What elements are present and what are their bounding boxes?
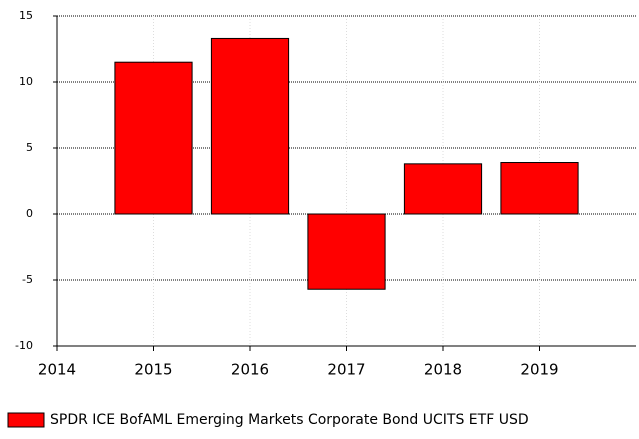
y-tick-label: 15 xyxy=(19,9,33,22)
bar xyxy=(500,162,579,215)
x-tick-label: 2018 xyxy=(424,361,462,379)
x-tick-label: 2015 xyxy=(134,361,172,379)
x-tick-label: 2016 xyxy=(231,361,269,379)
bar xyxy=(114,61,193,215)
bar xyxy=(403,163,483,215)
bar xyxy=(210,37,290,215)
x-tick-label: 2017 xyxy=(327,361,365,379)
x-tick-label: 2019 xyxy=(520,361,558,379)
y-tick-label: -5 xyxy=(22,273,33,286)
y-tick-label: -10 xyxy=(15,339,33,352)
legend-swatch xyxy=(7,412,45,428)
legend-label: SPDR ICE BofAML Emerging Markets Corpora… xyxy=(50,412,529,428)
y-tick-label: 10 xyxy=(19,75,33,88)
bar xyxy=(307,213,386,290)
y-tick-label: 0 xyxy=(26,207,33,220)
y-tick-label: 5 xyxy=(26,141,33,154)
x-tick-label: 2014 xyxy=(38,361,76,379)
